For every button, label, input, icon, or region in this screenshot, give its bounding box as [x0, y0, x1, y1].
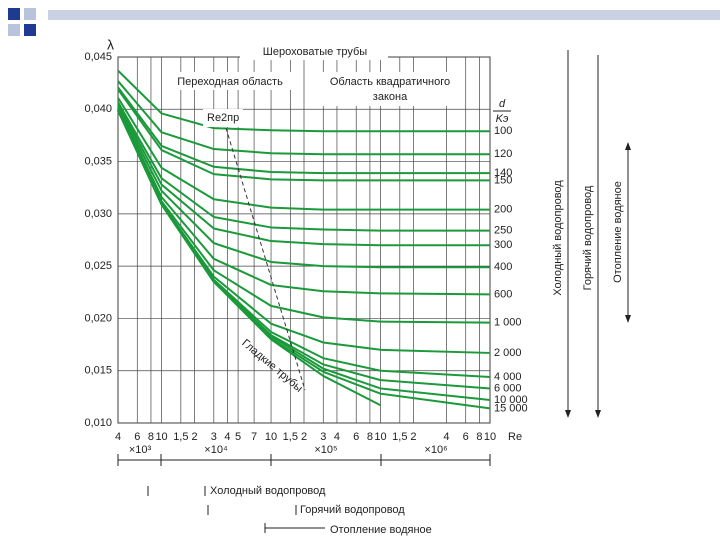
legend-title: Kэ	[496, 113, 509, 125]
x-tick-label: 5	[235, 431, 241, 443]
y-tick-label: 0,020	[84, 312, 112, 324]
legend-label: 200	[494, 204, 512, 216]
legend-label: 400	[494, 261, 512, 273]
x-tick-label: 4	[443, 431, 449, 443]
y-tick-label: 0,010	[84, 417, 112, 429]
x-tick-label: 2	[410, 431, 416, 443]
curve	[117, 103, 490, 247]
legend-label: 4 000	[494, 371, 522, 383]
plot-area: 0,010 0,015 0,020 0,025 0,030 0,035 0,040 0,045…	[84, 51, 496, 443]
y-tick-label: 0,045	[84, 51, 112, 63]
label-bg	[311, 443, 341, 455]
curve	[117, 105, 490, 269]
usage-label: Отопление водяное	[612, 181, 624, 283]
curve	[117, 86, 490, 175]
usage-label: Холодный водопровод	[552, 180, 564, 296]
legend-label: 100	[494, 125, 512, 137]
usage-label: Отопление водяное	[330, 524, 432, 536]
x-tick-label: 4	[224, 431, 230, 443]
slide-square	[24, 24, 36, 36]
y-tick-label: 0,030	[84, 208, 112, 220]
label-bg	[325, 522, 445, 536]
legend-title: d	[499, 98, 506, 110]
label-bg	[125, 443, 155, 455]
legend-label: 6 000	[494, 382, 522, 394]
label-bg	[240, 44, 388, 60]
x-tick-label: 10	[484, 431, 496, 443]
label-bg	[165, 72, 295, 90]
boundary-line	[225, 127, 306, 391]
x-axis-label: Re	[508, 431, 522, 443]
curve	[117, 80, 490, 156]
multiplier: ×10⁵	[314, 444, 337, 456]
x-tick-label: 8	[148, 431, 154, 443]
curve	[117, 107, 491, 296]
slide-square	[24, 8, 36, 20]
legend-label: 10 000	[494, 394, 528, 406]
x-tick-label: 8	[476, 431, 482, 443]
usage-label: Горячий водопровод	[300, 504, 405, 516]
x-tick-label: 2	[301, 431, 307, 443]
multiplier-brackets	[117, 454, 491, 466]
x-tick-label: 1,5	[283, 431, 298, 443]
x-tick-label: 4	[334, 431, 340, 443]
x-tick-label: 10	[265, 431, 277, 443]
curve	[117, 101, 490, 232]
multiplier: ×10³	[129, 444, 152, 456]
usage-label: Горячий водопровод	[582, 185, 594, 290]
annotation: Re2пр	[207, 112, 239, 124]
smooth-curve	[117, 109, 381, 407]
usage-label: Холодный водопровод	[210, 485, 326, 497]
label-bg	[203, 109, 243, 127]
x-tick-label: 10	[155, 431, 167, 443]
label-bg	[318, 72, 462, 106]
legend-label: 250	[494, 224, 512, 236]
annotation: Переходная область	[177, 76, 283, 88]
slide-square	[8, 24, 20, 36]
curve	[117, 88, 490, 182]
x-tick-label: 8	[367, 431, 373, 443]
annotation: Гладкие трубы	[239, 337, 304, 395]
legend-label: 600	[494, 288, 512, 300]
x-tick-label: 6	[463, 431, 469, 443]
legend-label: 140	[494, 167, 512, 179]
curve	[117, 97, 490, 211]
legend-label: 1 000	[494, 317, 522, 329]
slide-bar	[48, 10, 720, 20]
x-tick-label: 6	[134, 431, 140, 443]
multiplier: ×10⁴	[204, 444, 228, 456]
multiplier: ×10⁶	[424, 444, 447, 456]
x-tick-label: 2	[191, 431, 197, 443]
title: Шероховатые трубы	[263, 46, 367, 58]
legend-label: 2 000	[494, 347, 522, 359]
legend-label: 300	[494, 239, 512, 251]
legend-label: 120	[494, 148, 512, 160]
annotation: Область квадратичного	[330, 76, 450, 88]
label-bg	[421, 443, 451, 455]
y-tick-label: 0,035	[84, 155, 112, 167]
x-tick-label: 3	[320, 431, 326, 443]
legend-label: 150	[494, 174, 512, 186]
x-tick-label: 6	[353, 431, 359, 443]
curve	[117, 69, 490, 133]
y-tick-label: 0,015	[84, 365, 112, 377]
x-tick-label: 1,5	[392, 431, 407, 443]
annotation: закона	[373, 91, 408, 103]
y-axis-label: λ	[107, 37, 114, 53]
label-bg	[201, 443, 231, 455]
x-tick-label: 10	[374, 431, 386, 443]
x-tick-label: 7	[251, 431, 257, 443]
y-tick-label: 0,040	[84, 103, 112, 115]
x-tick-label: 1,5	[173, 431, 188, 443]
x-tick-label: 4	[115, 431, 121, 443]
x-tick-label: 3	[211, 431, 217, 443]
slide-square	[8, 8, 20, 20]
y-tick-label: 0,025	[84, 260, 112, 272]
legend-label: 15 000	[494, 402, 528, 414]
